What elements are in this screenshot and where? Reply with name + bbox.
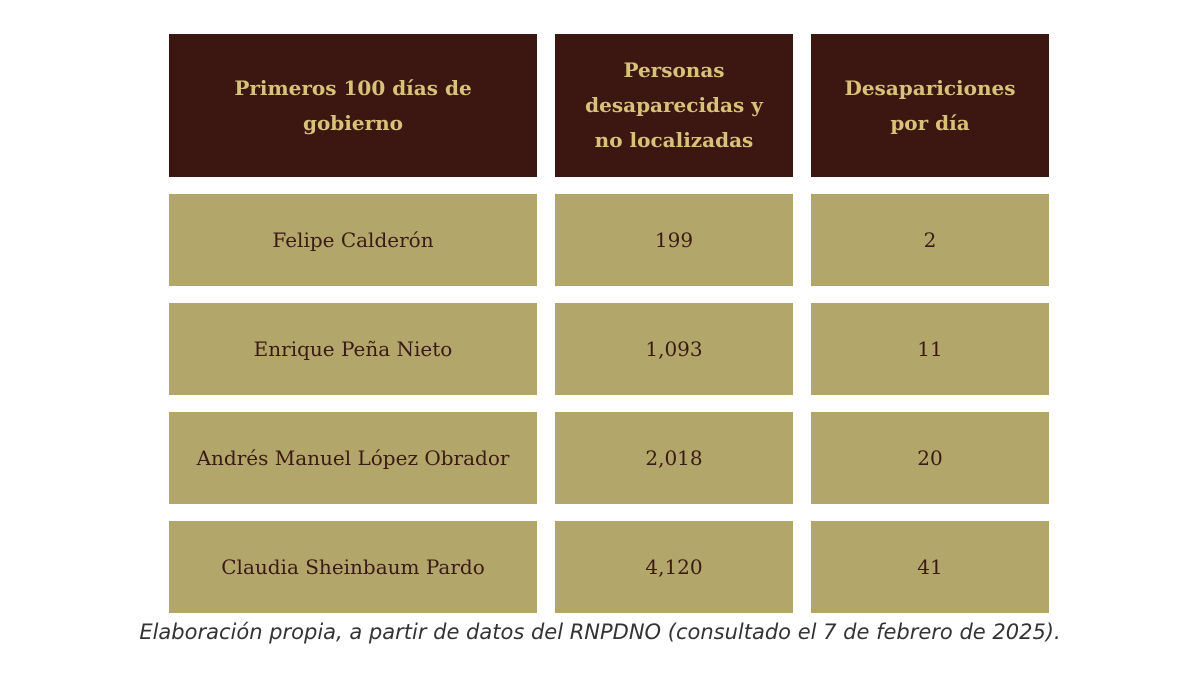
row-4-president: Claudia Sheinbaum Pardo xyxy=(169,521,537,613)
row-2-president: Enrique Peña Nieto xyxy=(169,303,537,395)
header-cell-period: Primeros 100 días de gobierno xyxy=(169,34,537,177)
row-3-missing-count: 2,018 xyxy=(555,412,793,504)
data-table: Primeros 100 días de gobierno Personas d… xyxy=(169,34,1049,613)
table-caption: Elaboración propia, a partir de datos de… xyxy=(139,620,1061,644)
header-cell-missing-persons: Personas desaparecidas y no localizadas xyxy=(555,34,793,177)
row-1-president: Felipe Calderón xyxy=(169,194,537,286)
row-4-per-day: 41 xyxy=(811,521,1049,613)
row-1-missing-count: 199 xyxy=(555,194,793,286)
row-1-per-day: 2 xyxy=(811,194,1049,286)
row-2-per-day: 11 xyxy=(811,303,1049,395)
row-4-missing-count: 4,120 xyxy=(555,521,793,613)
row-2-missing-count: 1,093 xyxy=(555,303,793,395)
row-3-president: Andrés Manuel López Obrador xyxy=(169,412,537,504)
row-3-per-day: 20 xyxy=(811,412,1049,504)
header-cell-per-day: Desapariciones por día xyxy=(811,34,1049,177)
